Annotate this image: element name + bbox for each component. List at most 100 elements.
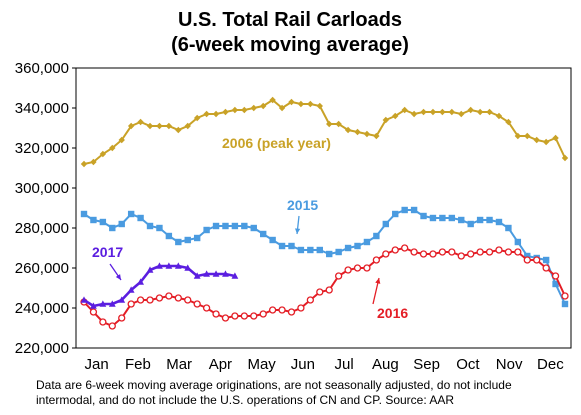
data-point bbox=[485, 248, 494, 256]
y-tick-label: 340,000 bbox=[15, 100, 69, 117]
annotation-arrowhead bbox=[115, 274, 121, 280]
data-point bbox=[250, 312, 258, 320]
data-point bbox=[372, 256, 381, 264]
data-point bbox=[458, 110, 465, 118]
data-point bbox=[439, 108, 446, 116]
data-point bbox=[278, 104, 286, 112]
data-point bbox=[287, 308, 296, 316]
data-point bbox=[467, 250, 475, 258]
data-point bbox=[551, 272, 560, 280]
annotation-arrowhead bbox=[375, 278, 381, 284]
x-tick-label: Oct bbox=[456, 356, 480, 373]
data-point bbox=[410, 248, 418, 256]
data-point bbox=[99, 218, 107, 226]
data-point bbox=[288, 98, 295, 106]
data-point bbox=[118, 220, 125, 228]
data-point bbox=[250, 104, 257, 112]
data-point bbox=[297, 304, 305, 312]
annotation-layer: 2006 (peak year) 2015 2016 2017 bbox=[92, 135, 408, 321]
data-point bbox=[363, 264, 371, 272]
data-point bbox=[354, 128, 361, 136]
data-point bbox=[222, 108, 229, 116]
y-tick-label: 280,000 bbox=[15, 220, 69, 237]
data-point bbox=[268, 306, 277, 314]
data-point bbox=[278, 242, 286, 250]
plot-area-frame bbox=[75, 67, 572, 349]
data-point bbox=[382, 116, 390, 124]
data-point bbox=[240, 312, 248, 320]
data-point bbox=[533, 136, 540, 144]
chart-subtitle: (6-week moving average) bbox=[171, 34, 409, 56]
data-point bbox=[212, 310, 220, 318]
data-point bbox=[80, 296, 88, 303]
data-point bbox=[307, 246, 314, 254]
data-point bbox=[269, 236, 276, 244]
data-point bbox=[203, 226, 210, 234]
data-point bbox=[212, 270, 220, 277]
series-line bbox=[83, 98, 566, 165]
data-point bbox=[99, 150, 107, 158]
x-tick-label: Feb bbox=[125, 356, 151, 373]
data-point bbox=[552, 280, 559, 288]
data-point bbox=[401, 106, 408, 114]
data-point bbox=[514, 248, 522, 256]
x-tick-label: May bbox=[247, 356, 276, 373]
data-point bbox=[146, 266, 154, 273]
data-point bbox=[297, 100, 305, 108]
series-annotation: 2017 bbox=[92, 244, 123, 260]
data-point bbox=[127, 300, 135, 308]
data-point bbox=[316, 288, 324, 296]
data-point bbox=[429, 250, 437, 258]
data-point bbox=[335, 248, 342, 256]
series-annotation: 2016 bbox=[377, 305, 408, 321]
data-point bbox=[146, 296, 154, 304]
data-point bbox=[259, 102, 267, 110]
data-point bbox=[410, 110, 418, 118]
data-point bbox=[542, 138, 550, 146]
data-point bbox=[165, 122, 173, 130]
x-tick-label: Apr bbox=[209, 356, 232, 373]
data-point bbox=[250, 224, 257, 232]
data-point bbox=[288, 242, 295, 250]
data-point bbox=[231, 272, 239, 279]
data-point bbox=[505, 224, 512, 232]
data-point bbox=[316, 246, 323, 254]
data-point bbox=[552, 134, 559, 142]
data-point bbox=[165, 232, 173, 240]
data-point bbox=[231, 106, 239, 114]
data-point bbox=[259, 310, 267, 318]
series-line bbox=[83, 246, 566, 328]
data-point bbox=[373, 232, 380, 240]
series-3 bbox=[80, 262, 239, 309]
data-point bbox=[514, 132, 522, 140]
series-1 bbox=[80, 206, 569, 308]
data-point bbox=[514, 238, 522, 246]
data-point bbox=[269, 96, 276, 104]
data-point bbox=[401, 244, 409, 252]
data-point bbox=[392, 210, 399, 218]
data-point bbox=[523, 256, 531, 264]
data-point bbox=[184, 264, 192, 271]
data-point bbox=[127, 286, 135, 293]
data-point bbox=[495, 218, 503, 226]
x-tick-label: Sep bbox=[413, 356, 440, 373]
series-annotation: 2006 (peak year) bbox=[222, 135, 331, 151]
data-point bbox=[80, 210, 88, 218]
data-point bbox=[99, 300, 107, 307]
data-point bbox=[524, 132, 531, 140]
x-tick-label: Jan bbox=[85, 356, 109, 373]
data-point bbox=[326, 250, 333, 258]
y-tick-label: 360,000 bbox=[15, 60, 69, 77]
data-point bbox=[108, 322, 116, 330]
data-point bbox=[90, 216, 97, 224]
data-point bbox=[373, 132, 380, 140]
data-point bbox=[137, 278, 144, 285]
data-point bbox=[467, 220, 474, 228]
data-point bbox=[231, 312, 239, 320]
data-point bbox=[184, 236, 191, 244]
data-point bbox=[334, 272, 343, 280]
data-point bbox=[363, 238, 371, 246]
series-0 bbox=[80, 96, 569, 168]
data-point bbox=[175, 126, 182, 134]
data-point bbox=[335, 120, 342, 128]
